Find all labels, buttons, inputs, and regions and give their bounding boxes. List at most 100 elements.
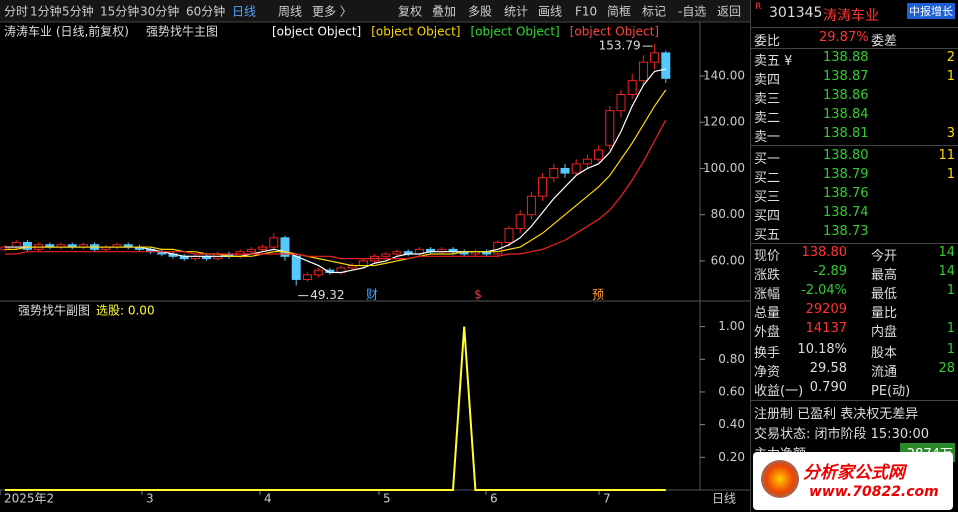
y-tick-label: 1.00 [718, 319, 745, 333]
stat-label: PE(动) [871, 384, 911, 399]
toolbar-item[interactable]: 简框 [607, 5, 631, 19]
toolbar-item[interactable]: 统计 [504, 5, 528, 19]
stat-value: 138.80 [801, 245, 848, 260]
stat-label: 涨跌 [754, 268, 781, 283]
toolbar-item[interactable]: 5分钟 [62, 4, 94, 19]
toolbar-item[interactable]: 返回 [717, 5, 741, 19]
code: 301345 [769, 5, 823, 21]
logo-icon [761, 460, 799, 498]
status: 交易状态: 闭市阶段 15:30:00 [754, 427, 930, 442]
candle-body [504, 228, 514, 243]
chart: 涛涛车业 (日线,前复权) 强势找牛主图 强势找牛副图 选股: 0.00 日线 … [0, 0, 750, 506]
book-label: 买一 [754, 152, 781, 167]
candle-body [650, 52, 660, 63]
stat-label: 收益(一) [754, 384, 804, 399]
mark: R [755, 2, 762, 12]
stat-label: 涨幅 [754, 287, 781, 302]
candle-body [571, 163, 581, 174]
stat-label: 量比 [871, 306, 898, 321]
book-label: 买五 [754, 228, 781, 243]
badge: 中报增长 [907, 3, 955, 19]
toolbar-item[interactable]: 1分钟 [30, 4, 62, 19]
candle-body [594, 149, 604, 160]
legend-item: [object Object] [570, 25, 659, 39]
logo-text: 分析家公式网 [803, 463, 905, 483]
x-tick-label: 6 [490, 492, 498, 506]
chart-title: 涛涛车业 (日线,前复权) [4, 24, 129, 39]
quote-panel: R 301345 涛涛车业 中报增长 委比 29.87% 委差 卖五 ¥138.88 2 卖四 13… [750, 0, 958, 512]
book-price: 138.81 [823, 126, 869, 141]
sep [751, 400, 958, 401]
sep [751, 145, 958, 146]
candle-body [291, 255, 301, 280]
toolbar-item[interactable]: 60分钟 [186, 4, 225, 19]
stat-value: 10.18% [797, 342, 847, 357]
annotation: 49.32 [310, 288, 344, 302]
y-tick-label: 0.20 [718, 450, 745, 464]
stat-value: 28 [938, 361, 955, 376]
label: 委比 [754, 34, 781, 49]
candle-body [358, 260, 368, 267]
stat-value: -2.04% [801, 283, 847, 298]
toolbar-item[interactable]: 更多 〉 [312, 5, 352, 19]
ma-line [5, 119, 667, 260]
toolbar-item[interactable]: 15分钟 [100, 4, 139, 19]
toolbar-item[interactable]: 叠加 [432, 5, 456, 19]
book-label: 买四 [754, 209, 781, 224]
candle-body [538, 177, 548, 197]
candle-body [280, 237, 290, 257]
book-label: 卖二 [754, 111, 781, 126]
book-price: 138.79 [823, 167, 869, 182]
book-size: 2 [946, 50, 955, 65]
candle-body [638, 61, 648, 82]
y-tick-label: 80.00 [711, 207, 745, 221]
candle-body [549, 167, 559, 179]
stat-label: 内盘 [871, 325, 898, 340]
stat-label: 最高 [871, 268, 898, 283]
toolbar-item[interactable]: 画线 [538, 5, 562, 19]
stat-label: 股本 [871, 346, 898, 361]
stat-label: 现价 [754, 249, 781, 264]
candle-body [392, 251, 402, 255]
toolbar-item[interactable]: 分时 [4, 5, 28, 19]
ma-line [5, 89, 667, 267]
toolbar-item[interactable]: 周线 [278, 5, 302, 19]
y-tick-label: 120.00 [703, 115, 745, 129]
stat-label: 总量 [754, 306, 781, 321]
stat-value: 0.790 [809, 380, 847, 395]
book-price: 138.87 [823, 69, 869, 84]
sep [751, 27, 958, 28]
stat-value: 1 [946, 342, 955, 357]
y-tick-label: 100.00 [703, 161, 745, 175]
stat-value: 14137 [805, 321, 847, 336]
toolbar-item[interactable]: 30分钟 [140, 4, 179, 19]
sub-title: 强势找牛副图 [18, 303, 90, 318]
stat-value: 14 [938, 245, 955, 260]
tags: 注册制 已盈利 表决权无差异 [754, 407, 919, 422]
candle-body [258, 246, 268, 250]
sep [751, 48, 958, 49]
toolbar [0, 0, 750, 22]
value: 29.87% [819, 30, 869, 45]
book-price: 138.86 [823, 88, 869, 103]
legend-item: [object Object] [471, 25, 560, 39]
toolbar-item[interactable]: 日线 [232, 5, 256, 19]
stat-label: 外盘 [754, 325, 781, 340]
book-size: 3 [946, 126, 955, 141]
name: 涛涛车业 [823, 8, 879, 24]
stat-label: 流通 [871, 365, 898, 380]
candle-body [22, 241, 32, 250]
event-marker: $ [474, 288, 482, 302]
toolbar-item[interactable]: F10 [575, 5, 597, 19]
candle-body [246, 248, 256, 253]
toolbar-item[interactable]: 复权 [398, 5, 422, 19]
candle-body [616, 93, 626, 112]
book-label: 卖五 ¥ [754, 54, 793, 69]
toolbar-item[interactable]: 标记 [642, 5, 666, 19]
candle-body [314, 269, 324, 276]
toolbar-item[interactable]: -自选 [678, 5, 706, 19]
candle-body [661, 52, 671, 79]
toolbar-item[interactable]: 多股 [468, 5, 492, 19]
candle-body [11, 241, 21, 248]
candle-body [560, 167, 570, 174]
